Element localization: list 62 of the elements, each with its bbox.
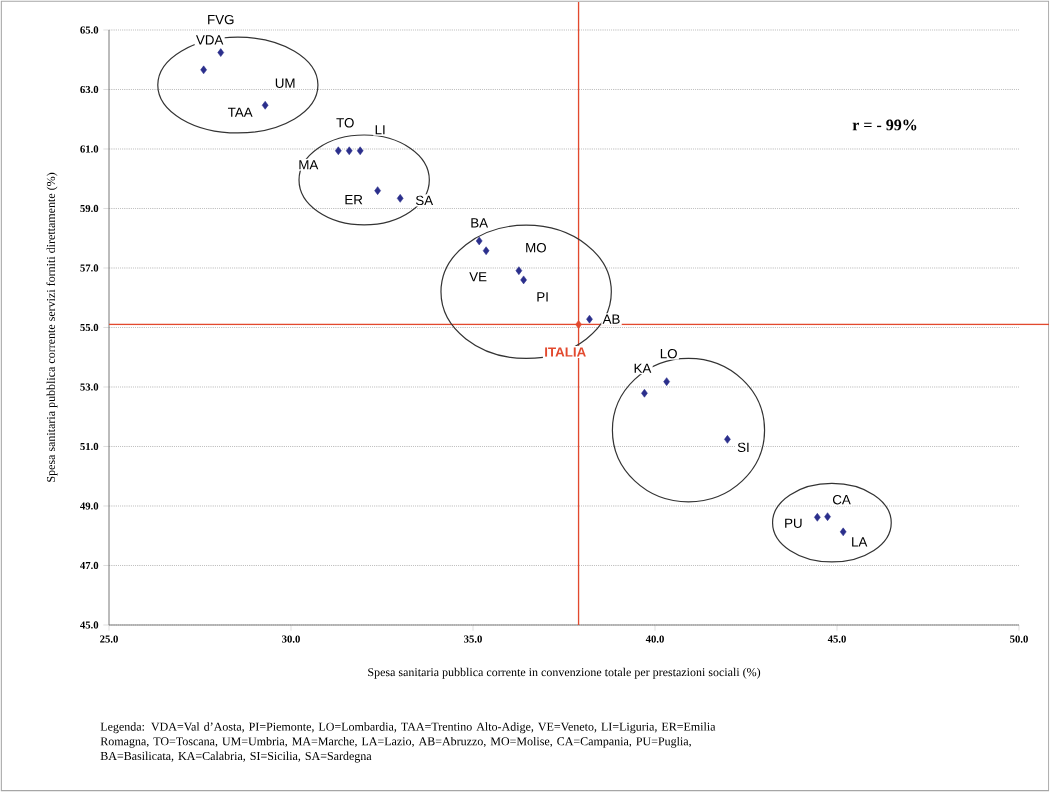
x-tick-label: 30.0 <box>282 635 300 643</box>
point <box>482 246 490 255</box>
point <box>356 146 364 156</box>
annotation: SI <box>737 442 749 453</box>
annotation: SA <box>415 195 434 206</box>
y-tick-label: 63.0 <box>80 85 99 94</box>
annotation: TO <box>336 118 354 128</box>
point <box>396 194 404 203</box>
y-tick-label: 45.0 <box>80 621 99 629</box>
point <box>217 48 225 57</box>
y-tick-label: 47.0 <box>80 561 99 570</box>
x-tick-label: 25.0 <box>100 635 118 643</box>
annotation: UM <box>275 78 295 88</box>
series-label: ITALIA <box>545 347 586 357</box>
x-tick-label: 35.0 <box>464 635 482 643</box>
annotation: VE <box>469 272 487 282</box>
point <box>839 527 847 537</box>
point <box>200 65 207 75</box>
text: Legenda: VDA=Val d’Aosta, PI=Piemonte, LO=Lombardia, TAA=Trentino Alto-Adige, VE=Veneto, LI=Liguria, ER=Emilia Romagna, TO=Toscana, UM=Umbria, MA=Marche, LA=Lazio, AB=Abruzzo, MO=Molise, CA=Campania, PU=Puglia, BA=Basilicata, KA=Calabria, SI=Sicilia, SA=Sardegna <box>100 722 716 763</box>
point <box>575 320 582 329</box>
y-tick-label: 51.0 <box>80 442 99 451</box>
annotation: PU <box>785 518 802 528</box>
annotation: BA <box>471 218 489 228</box>
y-tick-label: 55.0 <box>80 323 99 332</box>
annotation: MA <box>299 160 319 170</box>
annotation: VDA <box>196 35 224 45</box>
point <box>724 435 731 444</box>
annotation: LO <box>660 348 677 359</box>
y-tick-label: 57.0 <box>80 264 99 272</box>
point <box>261 100 269 110</box>
annotation: CA <box>832 494 851 505</box>
x-axis-title: Spesa sanitaria pubblica corrente in convenzione totale per prestazioni sociali (%) <box>368 667 761 679</box>
y-tick-label: 49.0 <box>80 502 99 510</box>
annotation: LA <box>852 537 868 547</box>
point <box>345 146 353 156</box>
point <box>641 388 648 398</box>
x-tick-label: 50.0 <box>1010 635 1028 643</box>
y-tick-label: 65.0 <box>80 26 99 34</box>
x-tick-label: 40.0 <box>645 635 664 643</box>
y-axis-title: Spesa sanitaria pubblica corrente servizi forniti direttamente (%) <box>46 172 58 482</box>
annotation: FVG <box>208 14 234 25</box>
point <box>663 377 670 386</box>
y-tick-label: 61.0 <box>80 145 99 153</box>
annotation: KA <box>634 363 652 373</box>
annotation: MO <box>526 242 546 253</box>
point <box>475 236 483 246</box>
y-tick-label: 59.0 <box>80 204 99 213</box>
point <box>515 266 523 275</box>
point <box>374 186 381 195</box>
annotation: PI <box>537 292 548 302</box>
point <box>824 512 831 521</box>
annotation: ER <box>345 195 363 205</box>
point <box>335 146 342 156</box>
annotation: LI <box>375 125 385 135</box>
annotation: TAA <box>227 107 253 117</box>
point <box>520 275 527 285</box>
x-tick-label: 45.0 <box>827 635 846 643</box>
annotation: AB <box>602 314 620 324</box>
y-tick-label: 53.0 <box>80 383 99 391</box>
annotation: r = - 99% <box>852 119 917 131</box>
point <box>814 513 821 522</box>
point <box>586 314 593 324</box>
